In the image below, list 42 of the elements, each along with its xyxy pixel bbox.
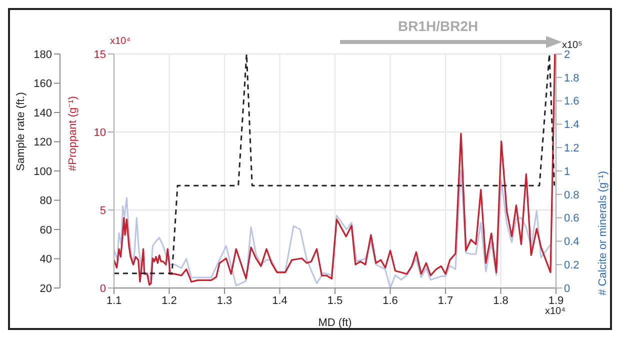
x-tick-label: 1.8 [493, 294, 508, 307]
y2-tick-label: 0.2 [564, 260, 580, 272]
y2-tick-label: 2 [564, 48, 570, 61]
x-tick-label: 1.9 [548, 294, 564, 307]
line-series [114, 169, 552, 288]
y-axis-title: #Proppant (g⁻¹) [66, 96, 79, 171]
y2-tick-label: 1.6 [564, 96, 580, 108]
y3-tick-label: 80 [40, 195, 52, 208]
y2-tick-label: 0.6 [564, 212, 580, 225]
text: x10⁵ [562, 40, 582, 51]
x-tick-label: 1.1 [106, 294, 122, 307]
x-tick-label: 1.5 [327, 294, 343, 307]
x-tick-label: 1.7 [438, 294, 454, 307]
y3-tick-label: 120 [34, 136, 52, 149]
y3-tick-label: 40 [40, 254, 52, 266]
x-tick-label: 1.4 [272, 294, 288, 307]
y2-tick-label: 1.2 [564, 142, 580, 155]
y2-tick-label: 1.8 [564, 72, 580, 84]
y2-tick-label: 1.4 [564, 119, 580, 132]
y3-tick-label: 140 [34, 107, 52, 120]
x-tick-label: 1.2 [162, 294, 177, 307]
y2-tick-label: 0.8 [564, 189, 580, 202]
y2-axis-title: # Calcite or minerals (g⁻¹) [596, 171, 609, 296]
text: BR1H/BR2H [398, 18, 478, 34]
y2-tick-label: 0.4 [564, 236, 580, 248]
y-tick-label: 5 [100, 204, 106, 217]
y-tick-label: 15 [94, 48, 106, 61]
y3-tick-label: 160 [34, 78, 52, 90]
x-tick-label: 1.6 [382, 294, 398, 307]
x-axis-title: MD (ft) [318, 317, 352, 329]
y3-axis-title: Sample rate (ft.) [14, 92, 27, 171]
y2-tick-label: 0 [564, 282, 570, 295]
y3-tick-label: 100 [34, 166, 52, 178]
y3-tick-label: 180 [34, 48, 52, 61]
x-tick-label: 1.3 [216, 294, 232, 307]
y3-tick-label: 20 [40, 282, 52, 295]
y3-tick-label: 60 [40, 224, 52, 236]
y-tick-label: 0 [100, 282, 106, 295]
y2-tick-label: 1 [564, 166, 570, 178]
text: x10⁴ [545, 306, 566, 317]
y-tick-label: 10 [94, 126, 106, 139]
text: x10⁴ [110, 36, 130, 47]
